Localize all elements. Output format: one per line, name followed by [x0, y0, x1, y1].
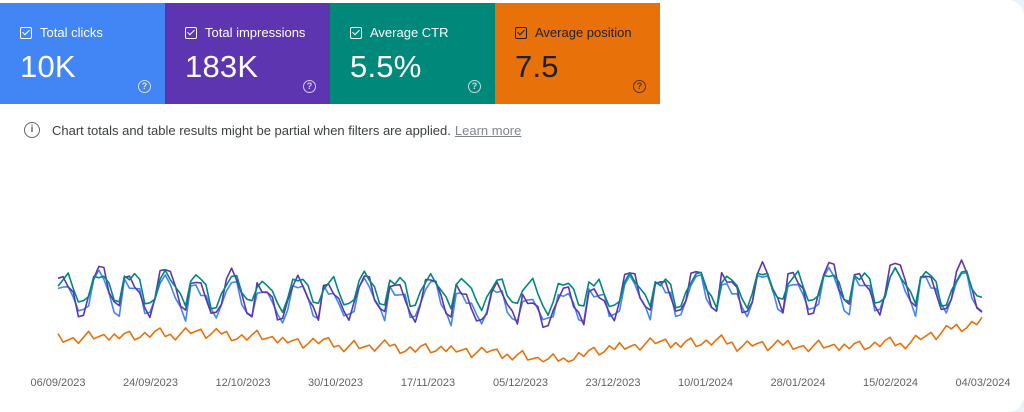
metric-label: Total clicks [40, 25, 103, 40]
x-tick-label: 30/10/2023 [308, 377, 363, 389]
metric-label: Average CTR [370, 25, 449, 40]
help-icon[interactable]: ? [633, 80, 646, 93]
x-tick-label: 05/12/2023 [493, 377, 548, 389]
help-icon[interactable]: ? [138, 80, 151, 93]
x-tick-label: 24/09/2023 [123, 377, 178, 389]
checkbox-checked-icon[interactable] [515, 26, 527, 39]
series-line-average-position [57, 316, 983, 363]
partial-results-notice: i Chart totals and table results might b… [24, 122, 521, 138]
help-icon[interactable]: ? [468, 80, 481, 93]
metric-card-header: Average position [515, 25, 632, 40]
checkbox-checked-icon[interactable] [20, 26, 32, 39]
metric-value: 183K [185, 49, 259, 84]
metric-card-header: Average CTR [350, 25, 449, 40]
x-tick-label: 23/12/2023 [585, 377, 640, 389]
checkbox-checked-icon[interactable] [350, 26, 362, 39]
metric-card-total-impressions[interactable]: Total impressions 183K ? [165, 3, 330, 104]
info-icon: i [24, 122, 40, 138]
metric-card-header: Total impressions [185, 25, 305, 40]
x-tick-label: 10/01/2024 [678, 377, 733, 389]
checkbox-checked-icon[interactable] [185, 26, 197, 39]
x-tick-label: 12/10/2023 [215, 377, 270, 389]
series-line-total-impressions [57, 259, 983, 329]
metric-value: 5.5% [350, 49, 422, 84]
x-tick-label: 06/09/2023 [30, 377, 85, 389]
x-tick-label: 28/01/2024 [770, 377, 825, 389]
x-tick-label: 17/11/2023 [401, 377, 455, 389]
notice-text: Chart totals and table results might be … [52, 122, 451, 138]
metric-card-header: Total clicks [20, 25, 103, 40]
metric-value: 10K [20, 49, 76, 84]
x-tick-label: 15/02/2024 [863, 377, 918, 389]
metric-cards: Total clicks 10K ? Total impressions 183… [0, 3, 660, 104]
metric-card-average-ctr[interactable]: Average CTR 5.5% ? [330, 3, 495, 104]
metric-label: Total impressions [205, 25, 306, 40]
metric-card-average-position[interactable]: Average position 7.5 ? [495, 3, 660, 104]
learn-more-link[interactable]: Learn more [454, 122, 522, 138]
metric-value: 7.5 [515, 49, 559, 84]
x-axis-tick-labels: 06/09/2023 24/09/2023 12/10/2023 30/10/2023… [30, 377, 1010, 389]
metric-label: Average position [535, 25, 632, 40]
series-line-average-ctr [57, 267, 983, 317]
help-icon[interactable]: ? [303, 80, 316, 93]
chart-series-group [57, 259, 983, 363]
metric-card-total-clicks[interactable]: Total clicks 10K ? [0, 3, 165, 104]
x-tick-label: 04/03/2024 [955, 377, 1010, 389]
